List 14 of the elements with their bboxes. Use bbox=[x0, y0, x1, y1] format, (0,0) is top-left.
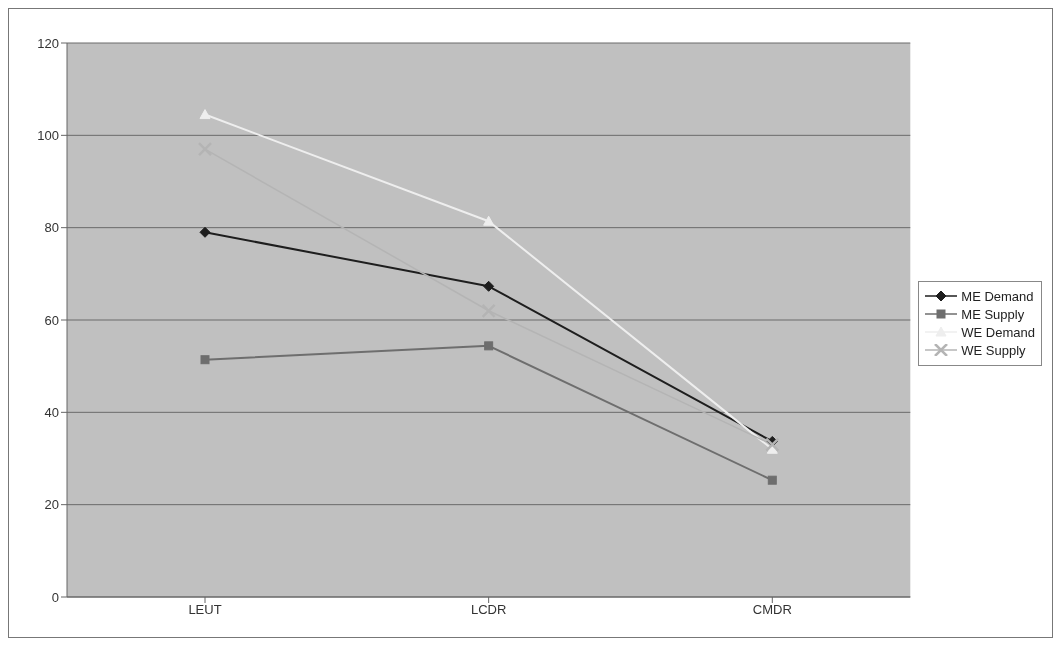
y-tick-label: 0 bbox=[51, 589, 59, 605]
y-tick-label: 20 bbox=[44, 497, 59, 513]
y-tick-label: 100 bbox=[37, 127, 59, 143]
x-tick-label: CMDR bbox=[752, 602, 792, 618]
y-tick-label: 60 bbox=[44, 312, 59, 328]
y-tick-label: 80 bbox=[44, 220, 59, 236]
x-tick-label: LCDR bbox=[470, 602, 507, 618]
legend-label: WE Supply bbox=[961, 342, 1026, 358]
legend-label: ME Supply bbox=[961, 306, 1025, 322]
legend-label: ME Demand bbox=[961, 288, 1034, 304]
y-tick-label: 120 bbox=[37, 35, 59, 51]
x-tick-label: LEUT bbox=[188, 602, 222, 618]
legend-label: WE Demand bbox=[961, 324, 1035, 340]
y-tick-label: 40 bbox=[44, 404, 59, 420]
